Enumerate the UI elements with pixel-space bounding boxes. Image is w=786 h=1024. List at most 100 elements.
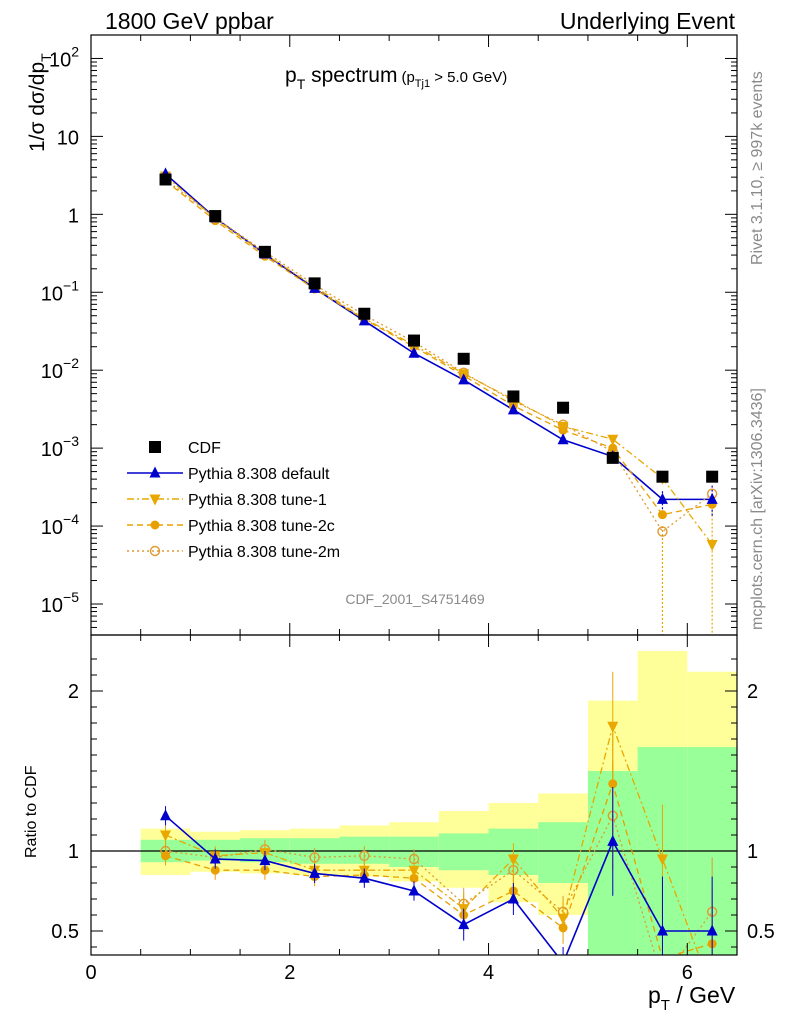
- mcplots-label: mcplots.cern.ch [arXiv:1306.3436]: [749, 388, 766, 630]
- xlabel-lead: p: [648, 982, 661, 1008]
- lower-data-point: [160, 809, 172, 821]
- lower-data-point: [210, 865, 220, 875]
- upper-data-point: [657, 510, 667, 520]
- upper-series-line: [165, 173, 713, 501]
- upper-data-point: [408, 346, 420, 358]
- upper-data-point: [258, 245, 271, 258]
- upper-y-tick-label: 1: [68, 205, 79, 227]
- upper-y-tick-base: 10: [41, 283, 63, 305]
- title-main: p: [285, 64, 297, 87]
- upper-series-line: [165, 178, 713, 533]
- upper-data-point: [608, 443, 618, 453]
- lower-data-point: [259, 854, 271, 866]
- title-rest: spectrum: [305, 64, 397, 87]
- lower-data-point: [309, 866, 321, 878]
- lower-plot-area: [160, 671, 718, 955]
- upper-y-tick-base: 10: [41, 361, 63, 383]
- title-main-sub: T: [297, 76, 306, 92]
- upper-plot-area: [159, 167, 719, 635]
- upper-y-tick-label: 10−4: [41, 511, 79, 539]
- upper-y-tick-base: 10: [41, 439, 63, 461]
- lower-y-tick-label-right: 1: [747, 841, 758, 863]
- upper-data-point: [507, 390, 520, 403]
- lower-data-point: [209, 852, 221, 864]
- lower-ylabel: Ratio to CDF: [23, 765, 40, 858]
- lower-data-point: [656, 854, 668, 866]
- lower-data-point: [408, 884, 420, 896]
- upper-y-tick-base: 10: [57, 127, 79, 149]
- legend-label: Pythia 8.308 tune-2c: [188, 518, 335, 535]
- lower-data-point: [160, 830, 172, 842]
- legend-marker: [149, 545, 161, 557]
- upper-data-point: [458, 373, 470, 385]
- legend-label: Pythia 8.308 default: [188, 466, 330, 483]
- legend: CDF Pythia 8.308 default Pythia 8.308 tune…: [127, 440, 340, 561]
- upper-data-point: [507, 403, 519, 415]
- upper-data-point: [656, 470, 669, 483]
- lower-data-point: [359, 850, 370, 861]
- upper-ylabel-lead: 1/σ dσ/dp: [26, 62, 49, 152]
- upper-data-point: [358, 314, 370, 326]
- upper-y-tick-base: 10: [41, 595, 63, 617]
- lower-data-point: [656, 924, 668, 936]
- legend-label: Pythia 8.308 tune-2m: [188, 544, 340, 561]
- lower-series-line: [165, 724, 700, 955]
- rivet-label: Rivet 3.1.10, ≥ 997k events: [749, 71, 766, 265]
- upper-data-point: [408, 334, 420, 347]
- legend-marker: [150, 520, 160, 530]
- lower-xlabel: pT / GeV: [648, 982, 736, 1014]
- lower-y-tick-label-right: 0.5: [747, 921, 775, 943]
- upper-y-tick-label: 10−3: [41, 433, 79, 461]
- lower-series-line: [165, 815, 713, 955]
- upper-y-tick-label: 10−5: [41, 589, 79, 617]
- green-uncertainty-band: [438, 833, 489, 871]
- upper-y-tick-label: 10−1: [41, 277, 79, 305]
- lower-data-point: [607, 721, 619, 733]
- upper-y-tick-exp: −2: [63, 355, 79, 371]
- upper-data-point: [557, 421, 569, 433]
- lower-x-tick-label: 4: [483, 962, 494, 984]
- upper-ylabel: 1/σ dσ/dpT: [26, 53, 54, 152]
- upper-data-point: [706, 539, 718, 551]
- legend-marker: [149, 494, 161, 506]
- title-paren-sub: Tj1: [415, 78, 430, 90]
- lower-x-tick-label: 6: [682, 962, 693, 984]
- title-paren-rest: > 5.0 GeV): [430, 69, 507, 86]
- legend-marker: [149, 441, 161, 453]
- upper-data-point: [159, 173, 172, 186]
- lower-series-group: [160, 671, 718, 955]
- lower-bands: [91, 651, 737, 955]
- upper-data-point: [656, 492, 668, 504]
- lower-frame: [90, 634, 738, 956]
- lower-data-point: [557, 913, 569, 925]
- lower-y-tick-label-right: 2: [747, 681, 758, 703]
- upper-y-tick-label: 10: [57, 127, 79, 149]
- lower-data-point: [358, 871, 370, 883]
- lower-data-point: [608, 779, 618, 789]
- upper-y-tick-label: 102: [49, 43, 79, 71]
- upper-y-tick-base: 10: [49, 49, 71, 71]
- upper-data-point: [706, 492, 718, 504]
- upper-y-tick-exp: −5: [63, 589, 79, 605]
- xlabel-rest: / GeV: [670, 982, 736, 1008]
- lower-data-point: [507, 892, 519, 904]
- upper-y-tick-base: 10: [41, 517, 63, 539]
- green-uncertainty-band: [538, 822, 588, 883]
- upper-data-point: [557, 401, 570, 414]
- lower-data-point: [507, 854, 519, 866]
- upper-y-tick-exp: −4: [63, 511, 79, 527]
- lower-data-point: [706, 924, 718, 936]
- lower-series-line: [165, 781, 713, 955]
- lower-y-tick-label: 0.5: [51, 921, 79, 943]
- upper-data-point: [706, 470, 719, 483]
- upper-data-point: [657, 526, 668, 537]
- analysis-watermark: CDF_2001_S4751469: [345, 591, 485, 607]
- upper-series-line: [165, 175, 713, 545]
- upper-data-point: [358, 307, 371, 320]
- upper-data-point: [308, 277, 321, 290]
- lower-axis: 0 2 4 6 0.5 0.5 1 1 2 2: [51, 635, 775, 984]
- header-left: 1800 GeV ppbar: [105, 8, 274, 34]
- lower-x-tick-label: 0: [85, 962, 96, 984]
- upper-y-tick-label: 10−2: [41, 355, 79, 383]
